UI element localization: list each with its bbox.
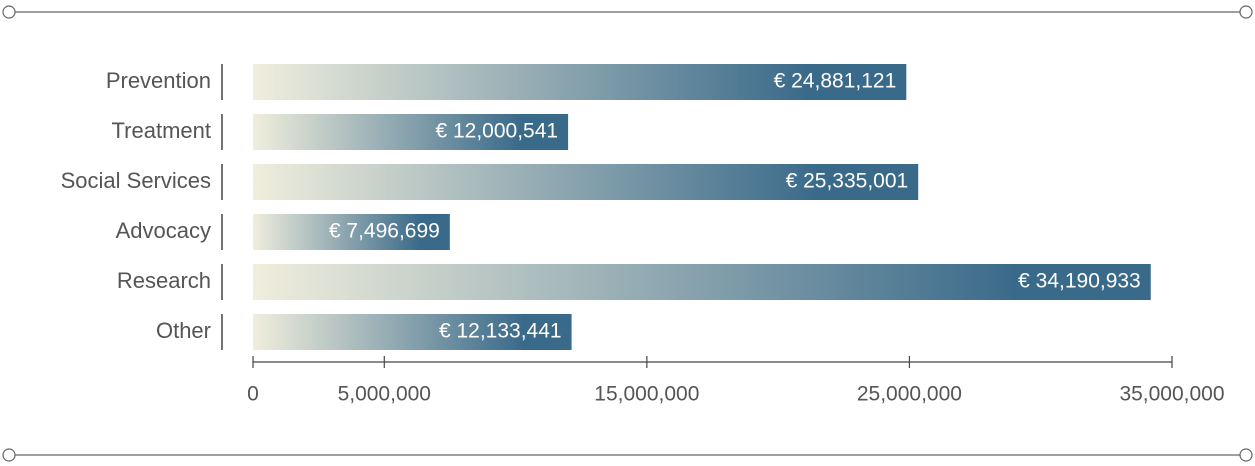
x-tick-label: 0 — [247, 383, 259, 406]
value-label: € 12,000,541 — [435, 120, 558, 143]
value-label: € 34,190,933 — [1018, 270, 1141, 293]
category-label: Social Services — [61, 168, 211, 193]
frame-decoration — [2, 5, 1253, 462]
value-label: € 7,496,699 — [329, 220, 440, 243]
bar — [253, 64, 907, 100]
bar — [253, 164, 919, 200]
x-tick-label: 5,000,000 — [338, 383, 431, 406]
category-label: Advocacy — [116, 218, 211, 243]
bar — [253, 214, 450, 250]
category-label: Other — [156, 318, 211, 343]
value-label: € 24,881,121 — [774, 70, 897, 93]
x-tick-label: 15,000,000 — [594, 383, 699, 406]
category-label: Prevention — [106, 68, 211, 93]
category-label: Treatment — [112, 118, 211, 143]
bar — [253, 264, 1151, 300]
value-label: € 12,133,441 — [439, 320, 562, 343]
bar — [253, 314, 572, 350]
x-tick-label: 25,000,000 — [857, 383, 962, 406]
x-tick-label: 35,000,000 — [1119, 383, 1224, 406]
value-label: € 25,335,001 — [786, 170, 909, 193]
category-label: Research — [117, 268, 211, 293]
bar — [253, 114, 569, 150]
